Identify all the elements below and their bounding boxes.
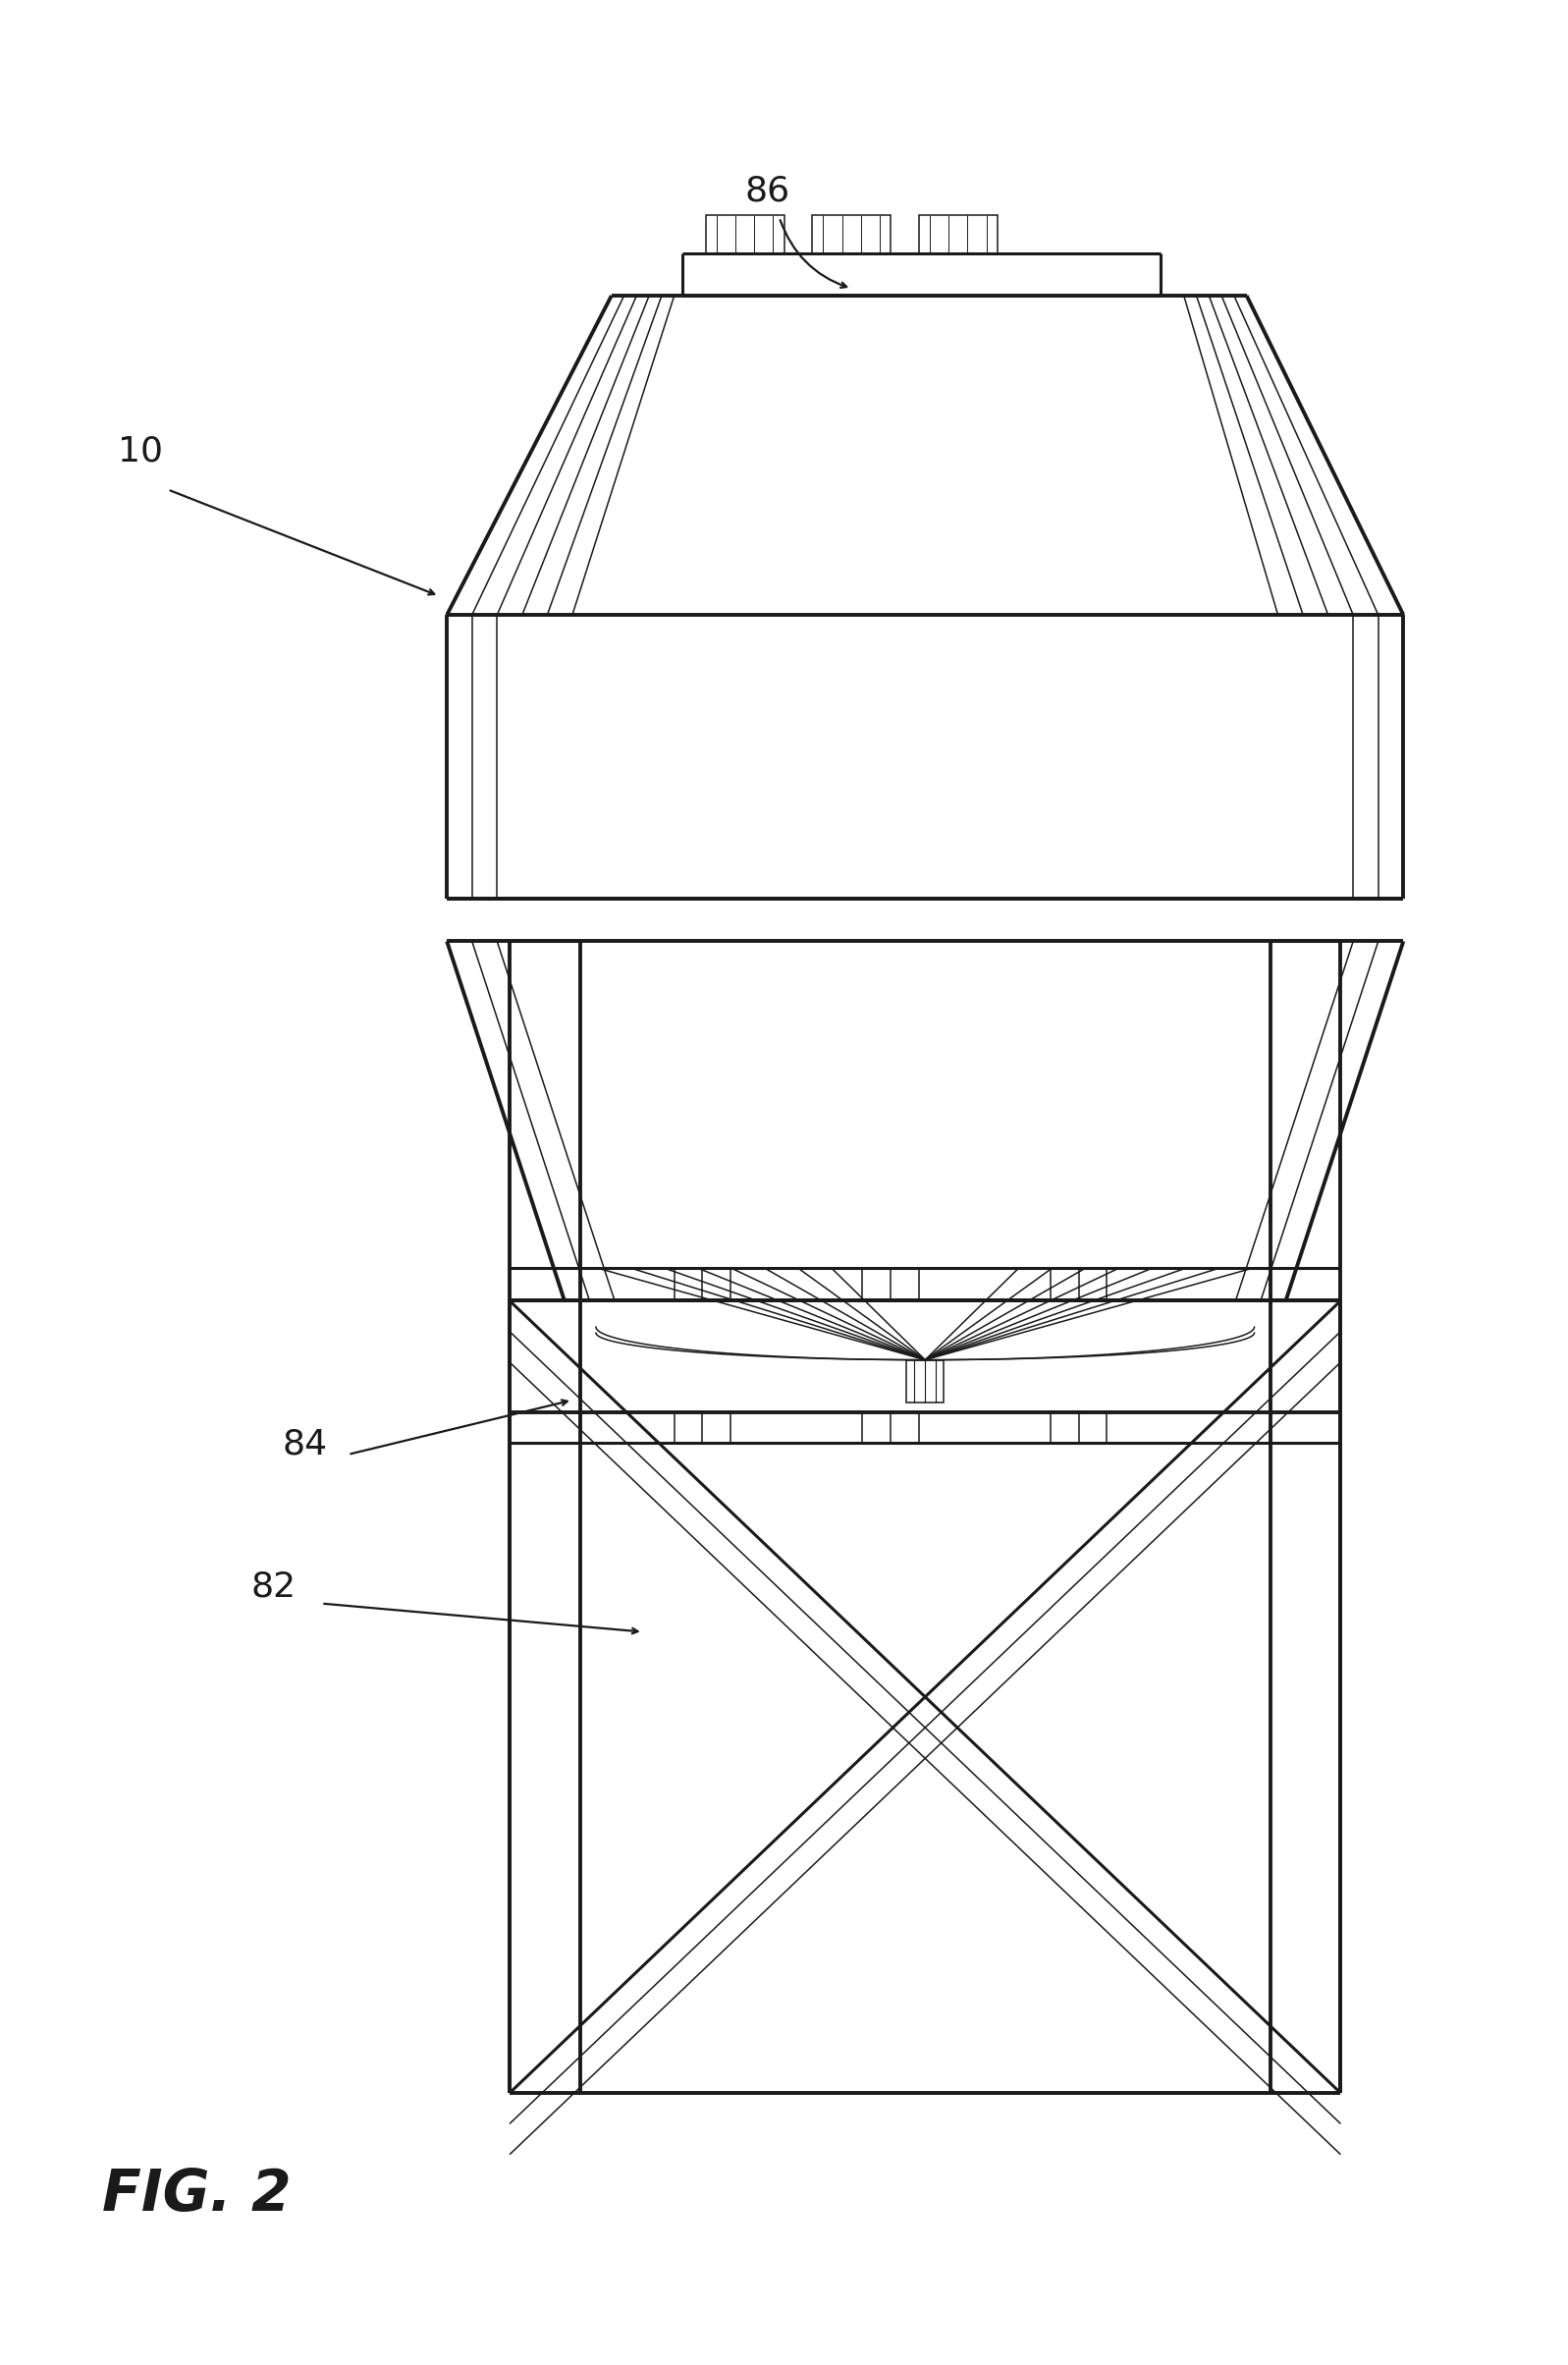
Bar: [706, 215, 784, 253]
Bar: [812, 215, 891, 253]
Text: 10: 10: [118, 435, 163, 468]
Bar: [919, 215, 997, 253]
Text: 82: 82: [251, 1570, 296, 1603]
Text: 86: 86: [745, 175, 790, 208]
Text: FIG. 2: FIG. 2: [102, 2166, 292, 2223]
Text: 84: 84: [282, 1428, 328, 1462]
Bar: [906, 1360, 944, 1402]
